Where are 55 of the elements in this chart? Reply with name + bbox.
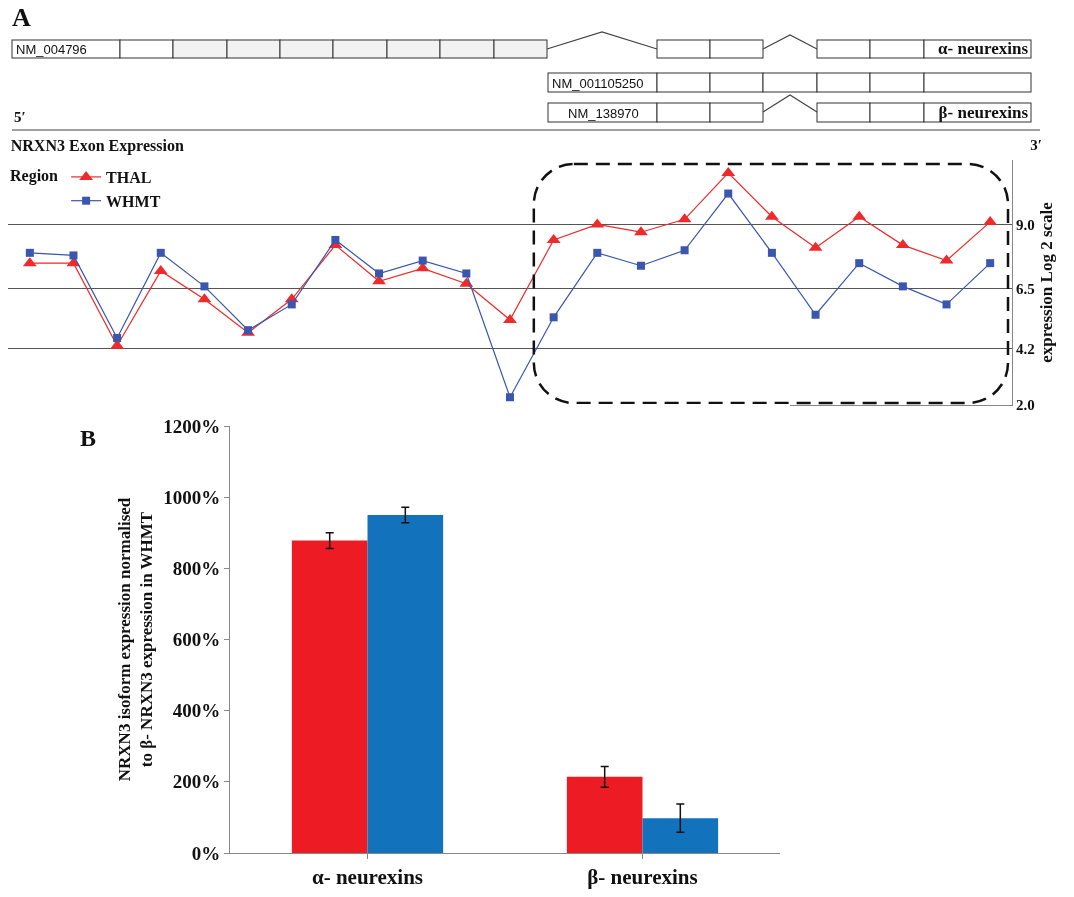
bar [291,540,368,853]
chart-title: NRXN3 Exon Expression [10,137,184,156]
text: A [12,3,31,32]
point [506,393,514,402]
text: β- neurexins [938,103,1029,122]
y-tick-label: 6.5 [1016,281,1035,298]
point [634,226,648,236]
text: 3′ [1030,137,1042,153]
point [549,313,558,322]
bar [642,818,719,853]
y-tick-label: 0% [191,842,221,864]
text: 5′ [14,109,26,125]
point [462,269,471,278]
text: NM_004796 [16,42,87,57]
point [942,300,951,309]
y-tick-label: 600% [172,629,221,651]
point [811,310,820,319]
bar [367,514,444,853]
y-tick-label: 800% [172,557,221,579]
point [331,235,340,244]
point [680,246,689,255]
point [69,251,78,260]
y-tick-label: 2.0 [1016,397,1035,414]
point [200,282,209,291]
y-axis-title: NRXN3 isoform expression normalised to β- NRXN3 expression in WHMT [114,497,156,782]
y-tick-label: 4.2 [1016,340,1035,357]
point [375,269,384,278]
point [767,248,776,257]
bar [566,776,643,853]
legend-label: THAL [106,169,152,187]
text: B [80,425,97,451]
point [372,275,386,285]
point [636,261,645,270]
point [113,333,122,342]
point [418,256,427,265]
y-tick-label: 400% [172,700,221,722]
text: NM_001105250 [552,76,644,91]
point [25,248,34,257]
point [724,189,733,198]
y-tick-label: 9.0 [1016,216,1035,233]
legend-label: WHMT [106,192,161,210]
point [898,282,907,291]
point [287,300,296,309]
y-tick-label: 1000% [163,486,221,508]
point [156,248,165,257]
text: NM_138970 [568,106,639,121]
y-tick-label: 200% [172,771,221,793]
y-axis-title: expression Log 2 scale [1037,201,1057,363]
point [986,259,995,268]
legend-title: Region [10,166,59,185]
point [503,313,517,323]
text: α- neurexins [938,39,1029,58]
point [593,248,602,257]
point [855,259,864,268]
y-tick-label: 1200% [163,415,221,437]
